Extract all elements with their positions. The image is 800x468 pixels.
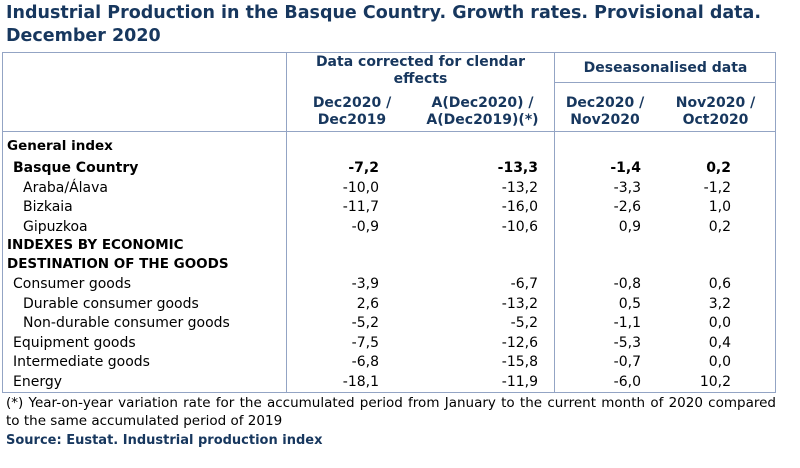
footnote: (*) Year-on-year variation rate for the …: [6, 395, 776, 429]
row-value-col4: 0,2: [706, 160, 731, 176]
page-title: Industrial Production in the Basque Coun…: [6, 2, 796, 48]
row-value-col3: -6,0: [613, 373, 641, 390]
header-bottom-line: [3, 131, 775, 132]
row-value-col2: -11,9: [501, 373, 538, 390]
row-value-col3: -0,7: [613, 354, 641, 370]
row-value-col3: 0,9: [618, 218, 641, 235]
row-value-col3: -5,3: [613, 334, 641, 351]
row-value-col1: -7,5: [351, 334, 379, 351]
row-label: Equipment goods: [13, 334, 136, 351]
row-value-col4: 0,4: [708, 334, 731, 351]
row-label: Consumer goods: [13, 276, 132, 292]
row-label: Gipuzkoa: [23, 218, 88, 235]
row-label: Energy: [13, 373, 63, 390]
row-value-col4: -1,2: [703, 179, 731, 196]
row-value-col2: -10,6: [501, 218, 538, 235]
col1-header: Dec2020 /Dec2019: [312, 95, 392, 128]
header-group-calendar: Data corrected for clendar effects: [315, 54, 526, 87]
row-value-col2: -15,8: [501, 354, 538, 370]
row-value-col3: -1,1: [613, 315, 641, 331]
row-value-col2: -12,6: [501, 334, 538, 351]
row-value-col2: -6,7: [510, 276, 538, 292]
row-value-col4: 3,2: [708, 295, 731, 312]
row-value-col1: -18,1: [342, 373, 379, 390]
row-value-col1: 2,6: [356, 295, 379, 312]
row-value-col3: -3,3: [613, 179, 641, 196]
title-line-1: Industrial Production in the Basque Coun…: [6, 3, 761, 23]
row-value-col1: -6,8: [351, 354, 379, 370]
row-value-col1: -5,2: [351, 315, 379, 331]
col3-header: Dec2020 /Nov2020: [565, 95, 645, 128]
row-value-col1: -11,7: [342, 199, 379, 215]
row-value-col4: 0,2: [708, 218, 731, 235]
col2-header: A(Dec2020) / A(Dec2019)(*): [426, 95, 539, 128]
row-value-col3: -1,4: [610, 160, 641, 176]
section-general-index: General index: [7, 138, 113, 154]
row-value-col2: -5,2: [510, 315, 538, 331]
header-divider: [555, 82, 775, 83]
row-value-col4: 0,0: [708, 315, 731, 331]
row-value-col3: 0,5: [618, 295, 641, 312]
data-table: Data corrected for clendar effects Desea…: [2, 52, 776, 393]
row-value-col2: -13,2: [501, 179, 538, 196]
section-economic-destination: INDEXES BY ECONOMIC DESTINATION OF THE G…: [7, 237, 229, 272]
col-divider: [554, 53, 555, 392]
row-value-col2: -13,2: [501, 295, 538, 312]
col4-header: Nov2020 /Oct2020: [675, 95, 756, 128]
title-line-2: December 2020: [6, 26, 161, 46]
row-label: Araba/Álava: [23, 179, 109, 196]
col-divider: [286, 53, 287, 392]
row-value-col1: -0,9: [351, 218, 379, 235]
row-label: Bizkaia: [23, 199, 73, 215]
row-value-col1: -10,0: [342, 179, 379, 196]
row-value-col4: 10,2: [699, 373, 731, 390]
row-value-col3: -2,6: [613, 199, 641, 215]
row-value-col1: -3,9: [351, 276, 379, 292]
row-label: Basque Country: [13, 160, 139, 176]
source-line: Source: Eustat. Industrial production in…: [6, 433, 323, 448]
row-label: Intermediate goods: [13, 354, 150, 370]
row-label: Durable consumer goods: [23, 295, 199, 312]
row-value-col2: -16,0: [501, 199, 538, 215]
header-group-deseasonalised: Deseasonalised data: [583, 60, 748, 76]
row-value-col2: -13,3: [497, 160, 538, 176]
row-value-col4: 0,6: [708, 276, 731, 292]
row-value-col3: -0,8: [613, 276, 641, 292]
row-label: Non-durable consumer goods: [23, 315, 230, 331]
row-value-col4: 0,0: [708, 354, 731, 370]
row-value-col4: 1,0: [708, 199, 731, 215]
row-value-col1: -7,2: [348, 160, 379, 176]
